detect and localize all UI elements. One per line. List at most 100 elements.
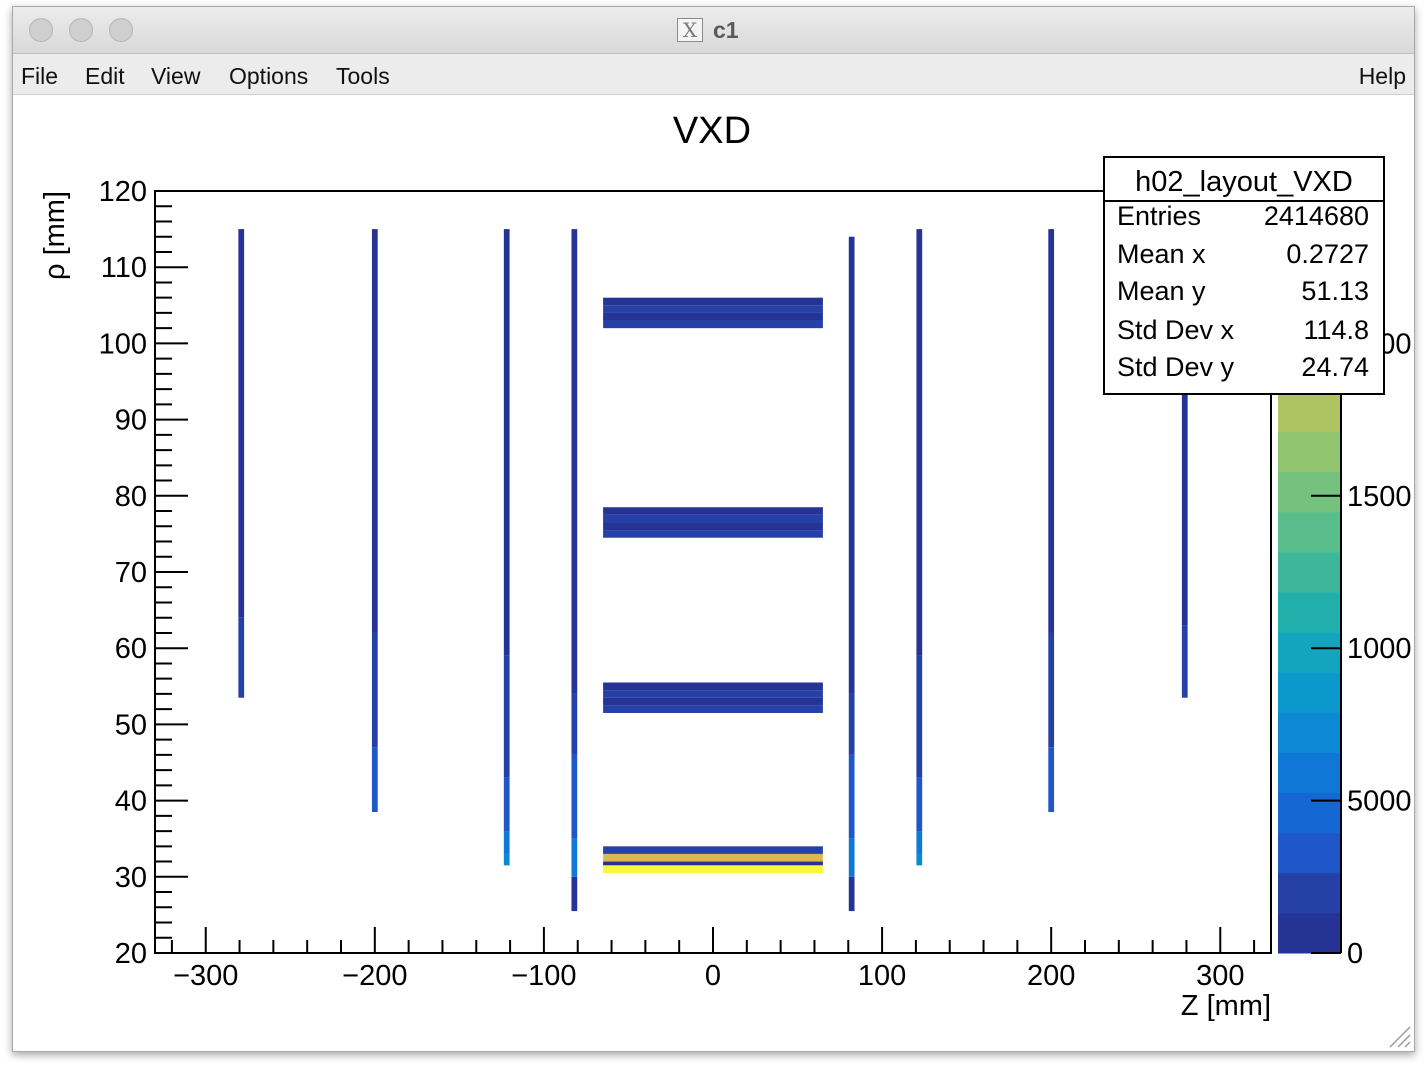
close-window-button[interactable] bbox=[29, 18, 53, 42]
ladder-cell bbox=[1048, 632, 1055, 748]
canvas-pad[interactable]: −300 −200 −100 0 100 200 300 20 30 40 50 60 70 80 90 10… bbox=[13, 95, 1414, 1051]
stats-row-label: Std Dev x bbox=[1117, 315, 1235, 345]
menu-view[interactable]: View bbox=[151, 63, 201, 89]
ladder-cell bbox=[848, 876, 855, 912]
palette-step bbox=[1278, 471, 1341, 513]
x-tick-label: −300 bbox=[173, 960, 238, 992]
barrel-layer-band bbox=[603, 320, 823, 329]
x-tick-label: −200 bbox=[342, 960, 407, 992]
stats-row-label: Entries bbox=[1117, 201, 1201, 231]
ladder-cell bbox=[1181, 625, 1188, 698]
window-title: X c1 bbox=[677, 17, 739, 43]
title-bar[interactable]: X c1 bbox=[13, 7, 1414, 54]
stats-row-label: Mean y bbox=[1117, 276, 1206, 306]
resize-grip-icon[interactable] bbox=[1386, 1023, 1412, 1049]
ladder-cell bbox=[848, 236, 855, 694]
ladder-cell bbox=[848, 838, 855, 877]
barrel-layer-band bbox=[603, 697, 823, 706]
palette-step bbox=[1278, 712, 1341, 753]
ladder-cell bbox=[238, 229, 245, 618]
heatmap-cells bbox=[238, 229, 1188, 912]
ladder-cell bbox=[571, 229, 578, 694]
x-tick-label: 300 bbox=[1196, 960, 1244, 992]
stats-box-frame bbox=[1103, 156, 1385, 395]
stats-histogram-name: h02_layout_VXD bbox=[1135, 166, 1353, 198]
palette-step bbox=[1278, 792, 1341, 834]
ladder-cell bbox=[503, 655, 510, 778]
palette-step bbox=[1278, 872, 1341, 914]
window-title-text: c1 bbox=[713, 16, 739, 43]
y-tick-label: 100 bbox=[99, 328, 147, 360]
z-tick-label: 0 bbox=[1347, 938, 1363, 970]
barrel-layer-band bbox=[603, 312, 823, 321]
chart-title: VXD bbox=[673, 110, 751, 152]
histogram-chart[interactable]: −300 −200 −100 0 100 200 300 20 30 40 50 60 70 80 90 10… bbox=[13, 95, 1414, 1051]
stats-row-value: 0.2727 bbox=[1286, 239, 1369, 269]
stats-box[interactable]: h02_layout_VXD Entries 2414680 Mean x 0.272… bbox=[1103, 156, 1385, 395]
x-tick-label: 100 bbox=[858, 960, 906, 992]
menu-tools[interactable]: Tools bbox=[336, 63, 390, 89]
ladder-cell bbox=[916, 853, 923, 866]
barrel-layer-band bbox=[603, 705, 823, 713]
palette-step bbox=[1278, 391, 1341, 433]
palette-step bbox=[1278, 592, 1341, 633]
ladder-cell bbox=[916, 229, 923, 656]
ladder-cell bbox=[503, 853, 510, 866]
z-tick-label: 5000 bbox=[1347, 786, 1412, 818]
y-tick-label: 80 bbox=[115, 481, 147, 513]
y-tick-label: 20 bbox=[115, 938, 147, 970]
axes: −300 −200 −100 0 100 200 300 20 30 40 50 60 70 80 90 10… bbox=[99, 176, 1272, 992]
ladder-cell bbox=[371, 747, 378, 813]
palette-step bbox=[1278, 912, 1341, 954]
y-tick-label: 50 bbox=[115, 709, 147, 741]
menu-file[interactable]: File bbox=[21, 63, 59, 89]
y-tick-label: 90 bbox=[115, 405, 147, 437]
menu-bar: File Edit View Options Tools Help bbox=[13, 54, 1414, 95]
barrel-layer-band bbox=[603, 853, 823, 862]
ladder-cell bbox=[916, 831, 923, 854]
barrel-layer-band bbox=[603, 507, 823, 515]
y-tick-label: 120 bbox=[99, 176, 147, 208]
root-canvas-window: X c1 File Edit View Options Tools Help −… bbox=[12, 6, 1415, 1052]
z-tick-label: 1500 bbox=[1347, 481, 1412, 513]
ladder-cell bbox=[371, 632, 378, 748]
ladder-cell bbox=[503, 831, 510, 854]
y-tick-label: 30 bbox=[115, 862, 147, 894]
y-tick-label: 110 bbox=[101, 252, 147, 284]
ladder-cell bbox=[848, 693, 855, 755]
barrel-layer-band bbox=[603, 682, 823, 691]
barrel-layer-band bbox=[603, 522, 823, 531]
ladder-cell bbox=[571, 876, 578, 912]
x11-app-icon: X bbox=[677, 18, 703, 42]
stats-row-label: Mean x bbox=[1117, 239, 1206, 269]
barrel-layer-band bbox=[603, 846, 823, 854]
barrel-layer-band bbox=[603, 865, 823, 873]
ladder-cell bbox=[1181, 229, 1188, 626]
stats-row-label: Std Dev y bbox=[1117, 352, 1235, 382]
palette-step bbox=[1278, 672, 1341, 713]
barrel-layer-band bbox=[603, 305, 823, 313]
minimize-window-button[interactable] bbox=[69, 18, 93, 42]
ladder-cell bbox=[571, 693, 578, 755]
menu-options[interactable]: Options bbox=[229, 63, 309, 89]
zoom-window-button[interactable] bbox=[109, 18, 133, 42]
barrel-layer-band bbox=[603, 530, 823, 538]
ladder-cell bbox=[571, 838, 578, 877]
y-axis-label: ρ [mm] bbox=[39, 191, 71, 280]
menu-edit[interactable]: Edit bbox=[85, 63, 125, 89]
y-tick-label: 60 bbox=[115, 633, 147, 665]
ladder-cell bbox=[1048, 229, 1055, 633]
ladder-cell bbox=[571, 754, 578, 839]
ladder-cell bbox=[371, 229, 378, 633]
ladder-cell bbox=[916, 655, 923, 778]
y-tick-label: 40 bbox=[115, 786, 147, 818]
stats-row-value: 2414680 bbox=[1264, 201, 1369, 231]
barrel-layer-band bbox=[603, 514, 823, 523]
palette-step bbox=[1278, 752, 1341, 794]
palette-step bbox=[1278, 511, 1341, 553]
barrel-layer-band bbox=[603, 690, 823, 698]
menu-help[interactable]: Help bbox=[1358, 63, 1406, 89]
palette-step bbox=[1278, 431, 1341, 473]
x-tick-label: 0 bbox=[705, 960, 721, 992]
ladder-cell bbox=[1048, 747, 1055, 813]
